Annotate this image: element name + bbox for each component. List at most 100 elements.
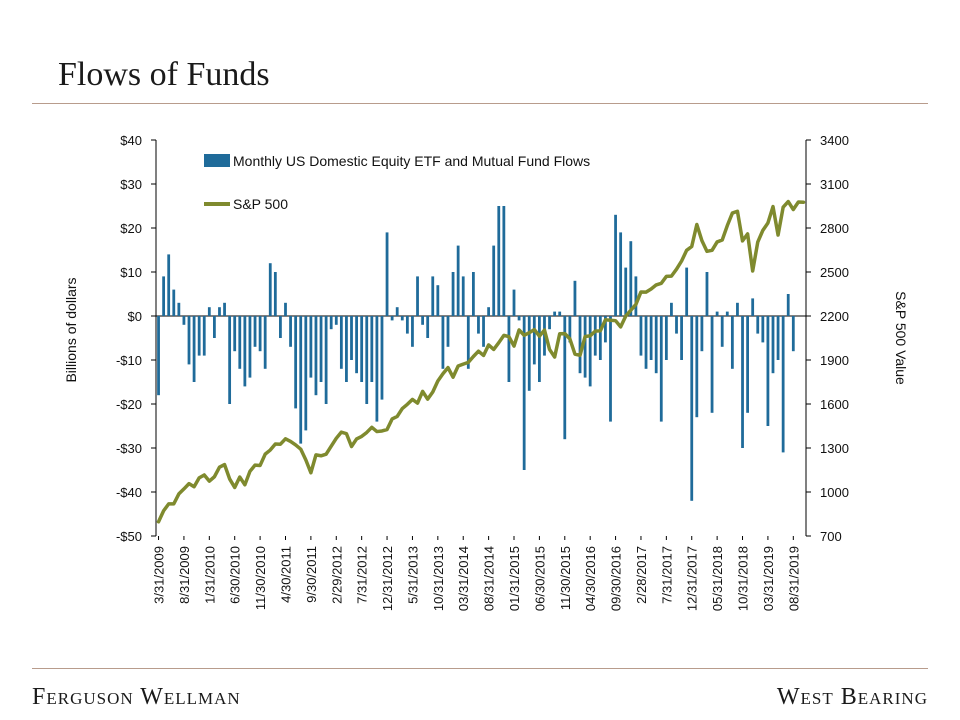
x-tick-label: 03/31/2019 (761, 546, 776, 611)
y-right-tick-label: 1900 (820, 353, 849, 368)
flow-bar (213, 316, 216, 338)
flow-bar (253, 316, 257, 347)
flow-bar (324, 316, 328, 404)
x-tick-label: 08/31/2014 (482, 546, 497, 611)
flow-bar (512, 289, 516, 316)
flow-bar (624, 267, 628, 316)
flow-bar (233, 316, 237, 352)
y-left-tick-label: -$20 (116, 397, 142, 412)
flow-bar (350, 316, 353, 360)
bar-series (157, 206, 795, 501)
tick-labels: $40 $30 $20 $10 $0 -$10 -$20 -$30 -$40 -$50 3400 31… (116, 133, 849, 611)
flow-bar (329, 316, 333, 330)
flow-bar (218, 307, 221, 316)
legend-line-label: S&P 500 (233, 196, 288, 212)
flow-bar (441, 316, 445, 369)
flow-bar (263, 316, 267, 369)
y-left-tick-label: $0 (128, 309, 142, 324)
flow-bar (187, 316, 191, 365)
flow-bar (675, 316, 678, 334)
title-divider (32, 103, 928, 104)
flow-bar (527, 316, 531, 391)
flow-bar (487, 307, 491, 316)
flow-bar (522, 316, 526, 470)
flow-bar (664, 316, 668, 360)
flow-bar (319, 316, 323, 382)
flow-bar (177, 302, 181, 316)
flow-bar (710, 316, 714, 413)
y-right-tick-label: 3400 (820, 133, 849, 148)
x-tick-label: 01/31/2015 (507, 546, 522, 611)
x-tick-label: 04/30/2016 (583, 546, 598, 611)
x-tick-label: 3/31/2009 (152, 546, 167, 604)
flow-bar (609, 316, 612, 422)
y-right-tick-label: 2500 (820, 265, 849, 280)
flow-bar (339, 316, 343, 369)
flow-bar (558, 311, 562, 316)
flow-bar (248, 316, 252, 378)
flow-bar (228, 316, 232, 404)
x-tick-label: 11/30/2010 (253, 546, 268, 610)
flow-bar (680, 316, 683, 360)
flow-bar (670, 302, 673, 316)
flow-bar (604, 316, 607, 343)
flow-bar (593, 316, 597, 356)
flow-bar (446, 316, 450, 347)
flow-bar (761, 316, 765, 343)
flow-bar (461, 276, 465, 316)
x-tick-label: 08/31/2019 (786, 546, 801, 611)
flow-bar (568, 316, 572, 343)
flow-bar (492, 245, 496, 316)
flow-bar (385, 232, 389, 316)
y-left-tick-label: $20 (120, 221, 142, 236)
line-series (156, 199, 806, 524)
flow-bar (182, 316, 186, 325)
flow-bar (167, 254, 171, 316)
legend: Monthly US Domestic Equity ETF and Mutua… (204, 153, 590, 212)
flow-bar (355, 316, 358, 374)
flow-bar (771, 316, 775, 374)
flow-bar (583, 316, 587, 378)
flow-bar (426, 316, 430, 338)
flow-bar (466, 316, 470, 369)
flow-bar (649, 316, 653, 360)
flow-bar (238, 316, 242, 369)
flow-bar (294, 316, 298, 409)
x-tick-label: 4/30/2011 (278, 546, 293, 603)
flow-bar (258, 316, 262, 352)
flow-bar (715, 311, 719, 316)
footer-brand-left: Ferguson Wellman (32, 684, 241, 710)
y-right-tick-label: 1300 (820, 441, 849, 456)
y-axis-right-label: S&P 500 Value (893, 291, 909, 385)
flow-bar (725, 311, 729, 316)
y-right-tick-label: 700 (820, 529, 842, 544)
footer-brand-right: West Bearing (776, 684, 928, 710)
y-axis-left-label: Billions of dollars (63, 277, 79, 382)
flow-bar (644, 316, 648, 369)
flow-bar (619, 232, 623, 316)
flow-bar (553, 311, 557, 316)
flow-bar (685, 267, 689, 316)
flow-bar (400, 316, 404, 321)
flow-bar (477, 316, 480, 334)
flow-bar (548, 316, 551, 330)
flow-bar (598, 316, 602, 360)
x-tick-label: 7/31/2017 (659, 546, 674, 604)
footer-divider (32, 668, 928, 669)
flow-bar (243, 316, 247, 387)
flow-bar (273, 272, 277, 316)
y-left-tick-label: $40 (120, 133, 142, 148)
flow-bar (497, 206, 501, 316)
flow-bar (451, 272, 455, 316)
flow-bar (502, 206, 506, 316)
x-tick-label: 09/30/2016 (609, 546, 624, 611)
flow-bar (705, 272, 709, 316)
flow-bar (588, 316, 592, 387)
x-tick-label: 2/28/2017 (634, 546, 649, 604)
y-left-tick-label: -$10 (116, 353, 142, 368)
flow-bar (695, 316, 699, 418)
x-tick-label: 7/31/2012 (355, 546, 370, 604)
flow-bar (421, 316, 424, 325)
flow-bar (639, 316, 643, 356)
x-tick-label: 5/31/2013 (405, 546, 420, 604)
